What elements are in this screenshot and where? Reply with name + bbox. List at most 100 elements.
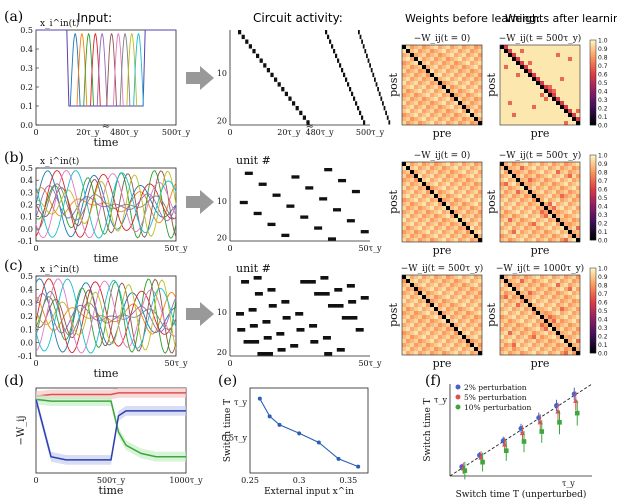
input-pulse-trace [133,32,144,107]
colorbar-tick: 0.4 [598,204,608,211]
weight-cell [512,198,517,203]
weight-cell [560,117,565,122]
input-ytick-c: -0.1 [18,352,33,361]
weight-cell [540,101,545,106]
colorbar-segment [590,70,596,73]
weight-cell [552,222,557,227]
weight-cell [504,295,509,300]
weight-cell [454,198,459,203]
weight-cell [512,291,517,296]
weight-cell [540,315,545,320]
panel-e-point [336,456,341,461]
weight-cell [466,97,471,102]
weight-cell [572,214,577,219]
weight-cell [564,105,569,110]
panel-e-xlabel: External input x^in [264,487,354,497]
spike-block [351,91,354,97]
weight-cell [426,283,431,288]
weight-cell [532,323,537,328]
weight-cell [450,287,455,292]
weight-cell [548,53,553,58]
weight-cell [418,97,423,102]
weight-cell [470,226,475,231]
weight-cell [426,210,431,215]
weight-cell [524,331,529,336]
weight-cell [540,105,545,110]
weight-cell [576,291,581,296]
colorbar-segment [590,168,596,171]
colorbar-segment [590,182,596,185]
input-wave-trace [35,182,177,224]
weight-cell [528,194,533,199]
weight-cell [540,93,545,98]
weight-cell [528,113,533,118]
weight-cell [572,194,577,199]
colorbar-tick: 0.9 [598,46,608,53]
weight-cell [454,121,459,126]
weight-cell [552,186,557,191]
weight-cell [556,299,561,304]
weight-cell [430,291,435,296]
weight-cell [446,113,451,118]
activity-xtick-a: 500τ_y [356,128,385,137]
weight-cell [548,178,553,183]
weight-cell [410,101,415,106]
weight-cell [504,81,509,86]
colorbar-segment [590,68,596,71]
weight-cell [532,331,537,336]
weight-cell [418,93,423,98]
weight-cell [508,202,513,207]
weight-cell [548,162,553,167]
weight-cell [524,230,529,235]
weight-cell [576,210,581,215]
weight-cell [552,93,557,98]
weight-cell [458,303,463,308]
weight-cell [430,162,435,167]
weight-cell [466,234,471,239]
weight-cell [470,202,475,207]
weight-cell [470,234,475,239]
weight-cell [454,89,459,94]
weight-cell [508,49,513,54]
weight-cell [458,170,463,175]
weight-cell [552,73,557,78]
weight-cell [442,299,447,304]
spike-block [302,115,306,120]
weight-cell [576,331,581,336]
weight-cell [470,222,475,227]
spike-block [239,200,248,205]
weight-cell [414,202,419,207]
weight-cell [426,287,431,292]
weight-cell [418,53,423,58]
weight-cell [410,178,415,183]
weight-cell [450,73,455,78]
weight-cell [560,202,565,207]
weight-cell [422,343,427,348]
colorbar-segment [590,300,596,303]
weight-cell [516,194,521,199]
weight-cell [454,186,459,191]
weight-cell [462,206,467,211]
weight-cell [466,307,471,312]
weight-cell [410,343,415,348]
weight-cell [442,343,447,348]
weight-cell [446,57,451,62]
weight-cell [556,218,561,223]
input-wave-trace [35,183,177,231]
weight-cell [454,287,459,292]
weight-cell [544,339,549,344]
weight-cell [454,85,459,90]
colorbar-segment [590,337,596,340]
weight-cell [500,291,505,296]
weight-cell [478,319,483,324]
weight-cell [422,85,427,90]
weight-cell [446,226,451,231]
weight-cell [462,170,467,175]
weight-cell [564,162,569,167]
weight-cell [414,178,419,183]
weight-cell [564,226,569,231]
weight-cell [524,311,529,316]
weight-cell [500,73,505,78]
weight-cell [504,339,509,344]
weight-cell [422,311,427,316]
